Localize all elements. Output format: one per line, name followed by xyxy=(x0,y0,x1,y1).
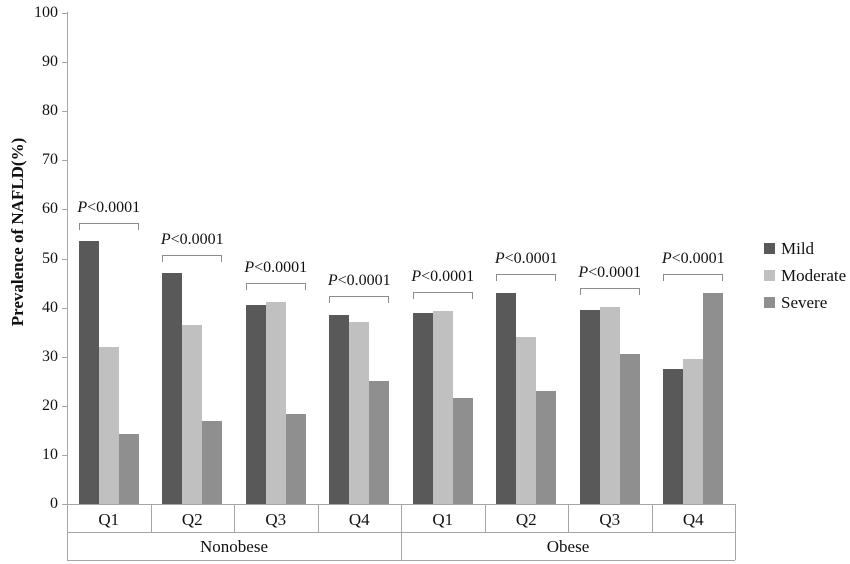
significance-bracket xyxy=(496,274,557,282)
bar-moderate-obese-q1 xyxy=(432,311,453,504)
y-axis-tick-label: 30 xyxy=(42,347,58,365)
legend-item-severe: Severe xyxy=(764,293,846,312)
x-axis-group-label: Obese xyxy=(546,537,590,556)
moderate-swatch-icon xyxy=(764,270,775,281)
legend-label-mild: Mild xyxy=(781,239,815,258)
x-axis-category-label: Q2 xyxy=(181,510,203,529)
x-axis-category-label: Q4 xyxy=(348,510,370,529)
p-value-label: P<0.0001 xyxy=(327,272,391,290)
severe-swatch-icon xyxy=(764,297,775,308)
legend-label-moderate: Moderate xyxy=(781,266,847,285)
x-axis-category-label: Q3 xyxy=(265,510,287,529)
y-axis-tick xyxy=(62,307,67,309)
significance-bracket xyxy=(78,222,139,230)
p-value-label: P<0.0001 xyxy=(661,250,725,268)
bar-mild-obese-q4 xyxy=(663,368,684,504)
x-axis-category-label: Q2 xyxy=(515,510,537,529)
quartile-separator xyxy=(401,504,402,532)
bar-mild-nonobese-q3 xyxy=(245,305,266,504)
quartile-separator xyxy=(317,504,319,532)
y-axis-tick xyxy=(62,258,67,260)
quartile-separator xyxy=(150,504,152,532)
y-axis-tick xyxy=(62,111,67,113)
y-axis-tick-label: 60 xyxy=(42,200,58,218)
bar-mild-obese-q2 xyxy=(496,292,517,504)
y-axis-tick xyxy=(62,405,67,407)
x-axis-category-label: Q3 xyxy=(599,510,621,529)
y-axis-line xyxy=(67,12,68,560)
x-axis-category-label: Q4 xyxy=(682,510,704,529)
y-axis-tick-label: 10 xyxy=(42,445,58,463)
mild-swatch-icon xyxy=(764,243,775,254)
y-axis-tick-label: 20 xyxy=(42,396,58,414)
y-axis-tick-label: 90 xyxy=(42,53,58,71)
significance-bracket xyxy=(663,274,724,282)
bar-moderate-obese-q2 xyxy=(516,337,537,504)
bar-severe-nonobese-q2 xyxy=(202,420,223,504)
p-value-label: P<0.0001 xyxy=(244,259,308,277)
axis-table-right-border xyxy=(735,504,736,560)
bar-severe-obese-q2 xyxy=(536,391,557,504)
x-axis-category-label: Q1 xyxy=(98,510,120,529)
axis-table-bottom-line xyxy=(67,560,735,561)
bar-severe-nonobese-q4 xyxy=(369,381,390,504)
bar-moderate-obese-q3 xyxy=(599,306,620,504)
bar-mild-obese-q1 xyxy=(412,312,433,504)
bar-severe-obese-q4 xyxy=(703,292,724,504)
y-axis-tick-label: 70 xyxy=(42,151,58,169)
y-axis-tick xyxy=(62,13,67,14)
y-axis-tick-label: 40 xyxy=(42,298,58,316)
y-axis-tick xyxy=(62,160,67,162)
x-axis-category-label: Q1 xyxy=(432,510,454,529)
bar-severe-nonobese-q3 xyxy=(285,414,306,504)
legend-item-moderate: Moderate xyxy=(764,266,846,285)
bar-severe-obese-q1 xyxy=(452,398,473,504)
y-axis-tick xyxy=(62,356,67,358)
significance-bracket xyxy=(162,254,223,262)
bar-moderate-nonobese-q2 xyxy=(182,324,203,504)
bar-mild-nonobese-q4 xyxy=(329,314,350,504)
y-axis-tick-label: 80 xyxy=(42,102,58,120)
y-axis-tick-label: 50 xyxy=(42,249,58,267)
bar-mild-nonobese-q1 xyxy=(78,241,99,504)
y-axis-tick xyxy=(62,504,67,505)
y-axis-tick-label: 0 xyxy=(50,495,58,512)
p-value-label: P<0.0001 xyxy=(578,263,642,281)
quartile-separator xyxy=(234,504,235,532)
bar-moderate-nonobese-q3 xyxy=(265,301,286,504)
legend: Mild Moderate Severe xyxy=(764,239,846,320)
significance-bracket xyxy=(245,283,306,291)
bar-mild-nonobese-q2 xyxy=(162,273,183,504)
y-axis-tick-label: 100 xyxy=(34,4,58,21)
bar-severe-obese-q3 xyxy=(619,354,640,504)
significance-bracket xyxy=(579,287,640,295)
p-value-label: P<0.0001 xyxy=(77,198,141,216)
legend-label-severe: Severe xyxy=(781,293,828,312)
y-axis-tick xyxy=(62,62,67,64)
x-axis-group-label: Nonobese xyxy=(200,537,268,556)
quartile-separator xyxy=(651,504,653,532)
bar-moderate-nonobese-q1 xyxy=(98,346,119,504)
p-value-label: P<0.0001 xyxy=(160,230,224,248)
bar-severe-nonobese-q1 xyxy=(118,433,139,504)
legend-item-mild: Mild xyxy=(764,239,846,258)
y-axis-tick xyxy=(62,209,67,211)
significance-bracket xyxy=(329,296,390,304)
y-axis-tick xyxy=(62,454,67,456)
bar-moderate-nonobese-q4 xyxy=(349,322,370,504)
quartile-separator xyxy=(568,504,569,532)
p-value-label: P<0.0001 xyxy=(411,268,475,286)
quartile-separator xyxy=(484,504,486,532)
p-value-label: P<0.0001 xyxy=(494,250,558,268)
significance-bracket xyxy=(412,292,473,300)
bar-mild-obese-q3 xyxy=(579,310,600,504)
bar-moderate-obese-q4 xyxy=(683,359,704,504)
group-separator xyxy=(401,532,402,560)
